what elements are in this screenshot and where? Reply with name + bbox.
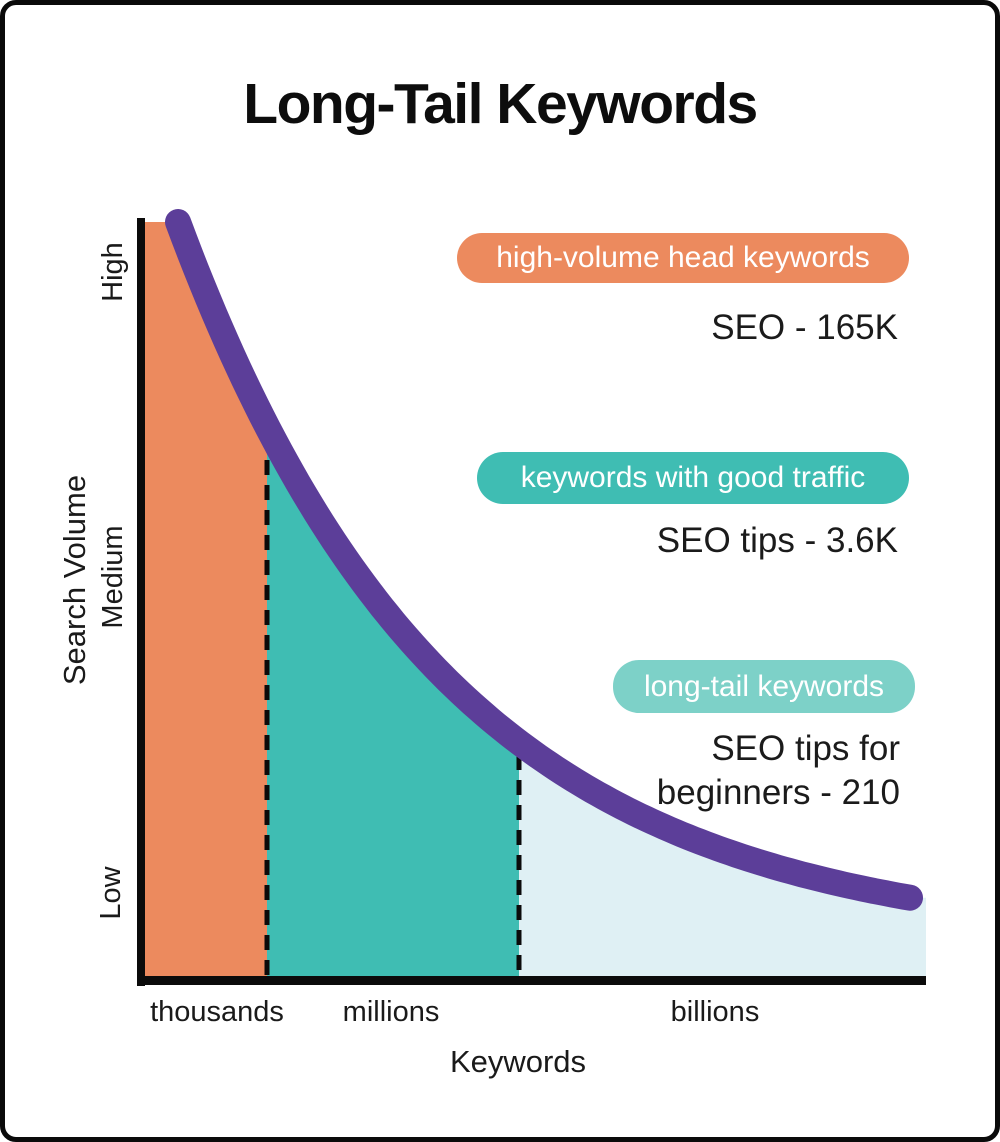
y-axis-line xyxy=(137,218,145,986)
page-title: Long-Tail Keywords xyxy=(243,72,758,136)
x-tick-thousands: thousands xyxy=(150,995,284,1028)
region-1 xyxy=(145,222,267,977)
note-good-traffic-keywords: SEO tips - 3.6K xyxy=(656,521,898,560)
region-2 xyxy=(267,426,519,977)
y-tick-medium: Medium xyxy=(96,525,129,629)
x-axis-line xyxy=(137,976,926,985)
y-axis-title: Search Volume xyxy=(57,474,92,686)
keyword-curve-chart xyxy=(137,209,926,986)
note-head-keywords: SEO - 165K xyxy=(711,308,898,347)
badge-head-keywords: high-volume head keywords xyxy=(457,233,909,283)
y-tick-low: Low xyxy=(94,866,127,920)
x-tick-millions: millions xyxy=(342,995,440,1028)
x-axis-title: Keywords xyxy=(449,1044,587,1079)
y-tick-high: High xyxy=(96,242,129,302)
x-tick-billions: billions xyxy=(670,995,760,1028)
note-long-tail-keywords: SEO tips for beginners - 210 xyxy=(656,729,900,812)
badge-good-traffic-keywords: keywords with good traffic xyxy=(477,452,909,504)
search-demand-curve xyxy=(165,209,923,911)
badge-long-tail-keywords: long-tail keywords xyxy=(613,660,915,713)
